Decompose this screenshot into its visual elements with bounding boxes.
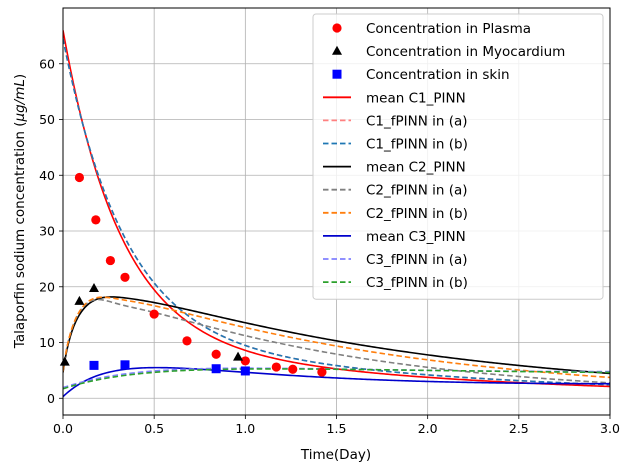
legend-box [312, 13, 604, 300]
x-tick-label: 3.0 [600, 421, 620, 436]
legend: Concentration in Plasma Concentration in … [312, 13, 604, 300]
y-axis-label-prefix: Talaporfin sodium concentration ( [12, 121, 28, 349]
series-line-mean-c2-pinn [63, 296, 610, 375]
y-axis-label-unit: μg/mL [12, 79, 28, 122]
data-point-triangle [59, 356, 70, 366]
legend-triangle-icon [332, 45, 342, 55]
legend-square-icon [332, 69, 342, 79]
legend-label: Concentration in Myocardium [366, 44, 565, 60]
marker-layer [59, 172, 327, 377]
y-tick-label: 0 [47, 391, 55, 406]
series-line-mean-c3-pinn [63, 366, 610, 398]
ticks: 0.0 0.5 1.0 1.5 2.0 2.5 3.0 0 10 20 30 40 50 60 [39, 56, 620, 436]
data-point-square [211, 364, 221, 374]
legend-label: C2_fPINN in (a) [366, 183, 468, 199]
y-tick-label: 20 [39, 279, 55, 294]
data-point-triangle [74, 295, 85, 305]
y-tick-label: 60 [39, 56, 55, 71]
x-tick-label: 0.0 [53, 421, 73, 436]
series-line-c2-fpinn-in-b- [63, 296, 610, 379]
y-axis-label: Talaporfin sodium concentration (μg/mL) [12, 74, 28, 349]
legend-label: C3_fPINN in (b) [366, 275, 468, 291]
data-point-circle [120, 272, 130, 282]
series-line-c2-fpinn-in-a- [63, 298, 610, 384]
data-point-circle [182, 336, 192, 346]
legend-label: mean C3_PINN [366, 229, 466, 245]
y-tick-label: 50 [39, 112, 55, 127]
y-axis-label-suffix: ) [12, 74, 28, 79]
y-tick-label: 10 [39, 335, 55, 350]
y-tick-label: 40 [39, 168, 55, 183]
legend-circle-icon [332, 23, 342, 33]
data-point-square [120, 360, 130, 370]
x-tick-label: 2.5 [509, 421, 529, 436]
legend-label: C1_fPINN in (b) [366, 137, 468, 153]
legend-label: C2_fPINN in (b) [366, 206, 468, 222]
data-point-circle [149, 309, 159, 319]
series-line-c1-fpinn-in-b- [63, 38, 610, 386]
x-axis-label: Time(Day) [300, 447, 371, 463]
data-point-square [89, 360, 99, 370]
data-point-square [240, 366, 250, 376]
data-point-circle [317, 367, 327, 377]
legend-label: C1_fPINN in (a) [366, 113, 468, 129]
series-line-c3-fpinn-in-b- [63, 368, 610, 390]
legend-label: Concentration in skin [366, 67, 510, 83]
x-tick-label: 2.0 [418, 421, 438, 436]
legend-label: Concentration in Plasma [366, 21, 531, 37]
y-tick-label: 30 [39, 224, 55, 239]
legend-label: mean C2_PINN [366, 160, 466, 176]
legend-label: mean C1_PINN [366, 90, 466, 106]
x-tick-label: 1.5 [327, 421, 347, 436]
data-point-circle [211, 349, 221, 359]
data-point-circle [288, 364, 298, 374]
data-point-circle [74, 172, 85, 183]
data-point-circle [240, 356, 250, 366]
data-point-triangle [88, 283, 99, 293]
data-point-circle [105, 255, 116, 266]
curve-layer [63, 30, 610, 398]
data-point-circle [271, 362, 281, 372]
legend-label: C3_fPINN in (a) [366, 252, 468, 268]
data-point-circle [91, 215, 101, 225]
data-point-triangle [233, 351, 244, 361]
x-tick-label: 0.5 [144, 421, 164, 436]
x-tick-label: 1.0 [235, 421, 255, 436]
